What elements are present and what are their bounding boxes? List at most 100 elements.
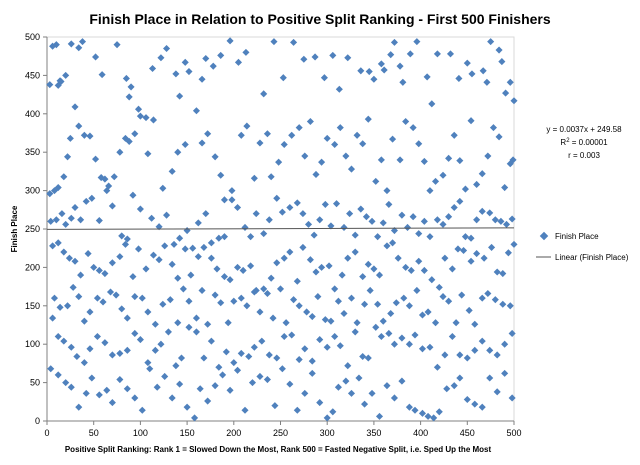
data-point [234,203,242,212]
data-point [219,371,227,379]
data-point [123,385,131,393]
data-point [77,216,85,224]
data-point [164,328,172,336]
data-point [402,117,410,126]
data-point [217,51,225,59]
data-point [423,73,431,81]
x-tick-label: 150 [180,428,195,438]
data-point [101,175,109,183]
data-point [359,352,367,361]
data-point [375,412,384,420]
data-point [75,293,83,301]
data-point [311,53,319,61]
data-point [306,256,314,264]
data-point [411,406,419,414]
data-point [149,251,158,259]
data-point [163,44,171,53]
data-point [161,372,169,380]
data-point [90,263,98,271]
data-point [116,148,124,156]
data-point [493,268,501,276]
data-point [108,259,116,267]
y-tick-label: 100 [25,339,40,349]
data-point [441,254,449,262]
data-point [320,74,328,82]
data-point [179,285,187,293]
data-point [333,200,341,208]
r-squared-value: = 0.00001 [570,138,609,147]
data-point [136,205,144,213]
data-point [202,210,210,218]
data-point [445,154,453,162]
data-point [234,58,243,66]
data-point [172,362,180,370]
data-point [183,403,191,411]
data-point [207,239,215,247]
data-point [372,177,380,185]
data-point [355,374,363,382]
data-point [93,332,101,341]
data-point [301,389,309,397]
data-point [131,329,139,337]
data-point [441,351,449,359]
data-point [280,254,288,262]
data-point [390,38,398,46]
data-point [181,58,189,66]
data-point [368,217,376,225]
data-point [288,331,296,339]
data-point [230,359,238,367]
data-point [478,337,486,345]
data-point [88,194,96,202]
data-point [364,115,372,123]
data-point [116,349,124,357]
data-point [508,329,516,337]
data-point [450,203,458,212]
data-point [510,240,518,248]
data-point [207,337,215,345]
data-point [166,296,174,304]
data-point [463,59,471,67]
data-point [256,308,264,316]
data-point [271,402,279,410]
data-point [260,285,268,293]
data-point [321,200,329,208]
data-point [60,173,68,181]
data-point [263,289,271,298]
data-point [334,297,342,305]
data-point [67,343,75,351]
data-point [478,403,486,411]
data-point [82,389,90,397]
data-point [495,133,503,141]
data-point [64,302,72,310]
data-point [189,244,197,252]
data-point [71,103,79,111]
data-point [215,363,223,371]
data-point [269,314,277,322]
data-point [123,235,131,243]
data-point [344,254,352,262]
data-point [176,92,184,100]
data-point [353,319,361,327]
data-point [270,38,278,46]
data-point [478,170,486,178]
data-point [192,314,200,322]
data-point [468,70,476,78]
data-point [267,173,275,181]
data-point [426,343,434,351]
data-point [66,134,74,142]
data-point [273,194,281,202]
data-point [204,397,212,405]
data-point [377,332,385,341]
data-point [280,140,288,149]
data-point [276,285,285,293]
data-point [290,38,298,46]
data-point [428,100,436,108]
data-point [129,191,137,199]
data-point [407,266,415,275]
data-point [455,74,463,83]
data-point [92,155,100,163]
data-point [247,262,255,270]
data-point [200,243,208,251]
data-point [222,348,230,356]
data-point [93,294,101,302]
